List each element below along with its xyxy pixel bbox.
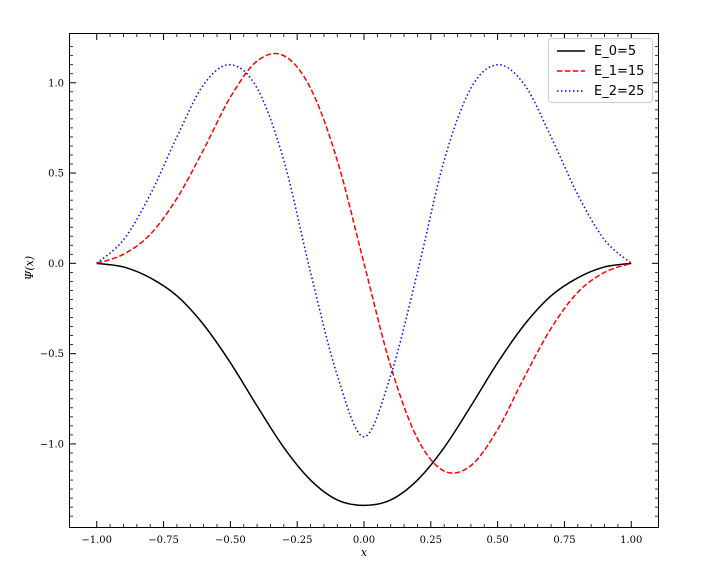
x-axis-label: x	[361, 546, 368, 559]
y-tick-label-1: −0.5	[40, 349, 64, 360]
y-tick-label-0: −1.0	[40, 439, 64, 450]
axes-frame	[69, 33, 659, 528]
legend-label-1: E_1=15	[594, 64, 644, 79]
x-tick-label-5: 0.25	[420, 535, 442, 546]
axis-ticks: −1.00 −0.75 −0.50 −0.25 0.00 0.25 0.50 0.75 1.00…	[40, 34, 658, 546]
y-tick-label-2: 0.0	[48, 259, 64, 270]
series-line-0	[96, 262, 632, 507]
x-tick-label-2: −0.50	[215, 535, 246, 546]
series-line-1	[96, 52, 632, 474]
x-tick-label-0: −1.00	[81, 535, 112, 546]
legend-label-2: E_2=25	[594, 84, 644, 99]
legend-box	[548, 38, 653, 103]
series-line-2	[96, 63, 632, 438]
y-tick-label-4: 1.0	[48, 78, 64, 89]
x-tick-label-6: 0.50	[487, 535, 509, 546]
y-tick-label-3: 0.5	[48, 169, 64, 180]
series-layer	[96, 52, 632, 507]
legend: E_0=5 E_1=15 E_2=25	[548, 38, 653, 103]
y-axis-label: Ψ(x)	[23, 256, 36, 280]
x-tick-label-7: 0.75	[553, 535, 575, 546]
x-tick-label-1: −0.75	[148, 535, 179, 546]
x-tick-label-8: 1.00	[620, 535, 642, 546]
legend-label-0: E_0=5	[594, 44, 636, 59]
x-tick-label-4: 0.00	[353, 535, 375, 546]
x-tick-label-3: −0.25	[282, 535, 313, 546]
